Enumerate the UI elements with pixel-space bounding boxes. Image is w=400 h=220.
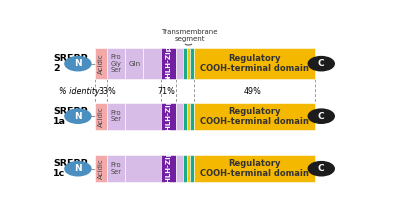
Bar (107, 155, 125, 182)
Text: SREBP: SREBP (53, 54, 88, 63)
Text: 1a: 1a (53, 117, 66, 126)
Bar (125, 103, 161, 130)
Bar (183, 103, 187, 130)
Bar (125, 155, 161, 182)
Bar (161, 155, 176, 182)
Text: Pro
Ser: Pro Ser (110, 162, 122, 175)
Text: 1c: 1c (53, 169, 65, 178)
Text: Acidic: Acidic (98, 106, 104, 126)
Bar (107, 103, 125, 130)
Text: 71%: 71% (157, 87, 175, 96)
Bar (187, 103, 190, 130)
Bar (176, 48, 183, 79)
Text: 49%: 49% (244, 87, 262, 96)
Circle shape (308, 161, 334, 176)
Bar (95, 155, 107, 182)
Text: C: C (318, 59, 324, 68)
Circle shape (65, 57, 91, 71)
Text: Pro
Ser: Pro Ser (110, 110, 122, 123)
Bar (143, 48, 161, 79)
Text: N: N (74, 112, 82, 121)
Text: SREBP: SREBP (53, 159, 88, 168)
Bar (187, 155, 190, 182)
Text: 33%: 33% (98, 87, 116, 96)
Bar (176, 103, 183, 130)
Text: bHLH-Zip: bHLH-Zip (166, 98, 172, 135)
Text: SREBP: SREBP (53, 107, 88, 116)
Bar (107, 48, 125, 79)
Text: Pro
Gly
Ser: Pro Gly Ser (110, 54, 122, 73)
Text: Regulatory
COOH-terminal domain: Regulatory COOH-terminal domain (200, 107, 309, 126)
Bar (183, 155, 187, 182)
Bar (190, 48, 194, 79)
Bar (190, 103, 194, 130)
Text: bHLH-Zip: bHLH-Zip (166, 45, 172, 82)
Text: bHLH-Zip: bHLH-Zip (166, 150, 172, 187)
Text: Gln: Gln (128, 61, 140, 67)
Circle shape (65, 161, 91, 176)
Text: N: N (74, 164, 82, 173)
Bar (161, 48, 176, 79)
Circle shape (308, 109, 334, 123)
Bar (194, 155, 315, 182)
Bar (125, 48, 143, 79)
Bar (194, 48, 315, 79)
Text: C: C (318, 112, 324, 121)
Text: 2: 2 (53, 64, 60, 73)
Text: Acidic: Acidic (98, 53, 104, 74)
Bar (95, 48, 107, 79)
Text: C: C (318, 164, 324, 173)
Text: % identity: % identity (59, 87, 100, 96)
Text: Transmembrane
segment: Transmembrane segment (162, 29, 218, 42)
Bar (183, 48, 187, 79)
Circle shape (65, 109, 91, 123)
Bar (194, 103, 315, 130)
Text: Regulatory
COOH-terminal domain: Regulatory COOH-terminal domain (200, 54, 309, 73)
Text: N: N (74, 59, 82, 68)
Bar (161, 103, 176, 130)
Bar (190, 155, 194, 182)
Bar (187, 48, 190, 79)
Bar (176, 155, 183, 182)
Text: Acidic: Acidic (98, 158, 104, 179)
Text: Regulatory
COOH-terminal domain: Regulatory COOH-terminal domain (200, 159, 309, 178)
Circle shape (308, 57, 334, 71)
Bar (95, 103, 107, 130)
